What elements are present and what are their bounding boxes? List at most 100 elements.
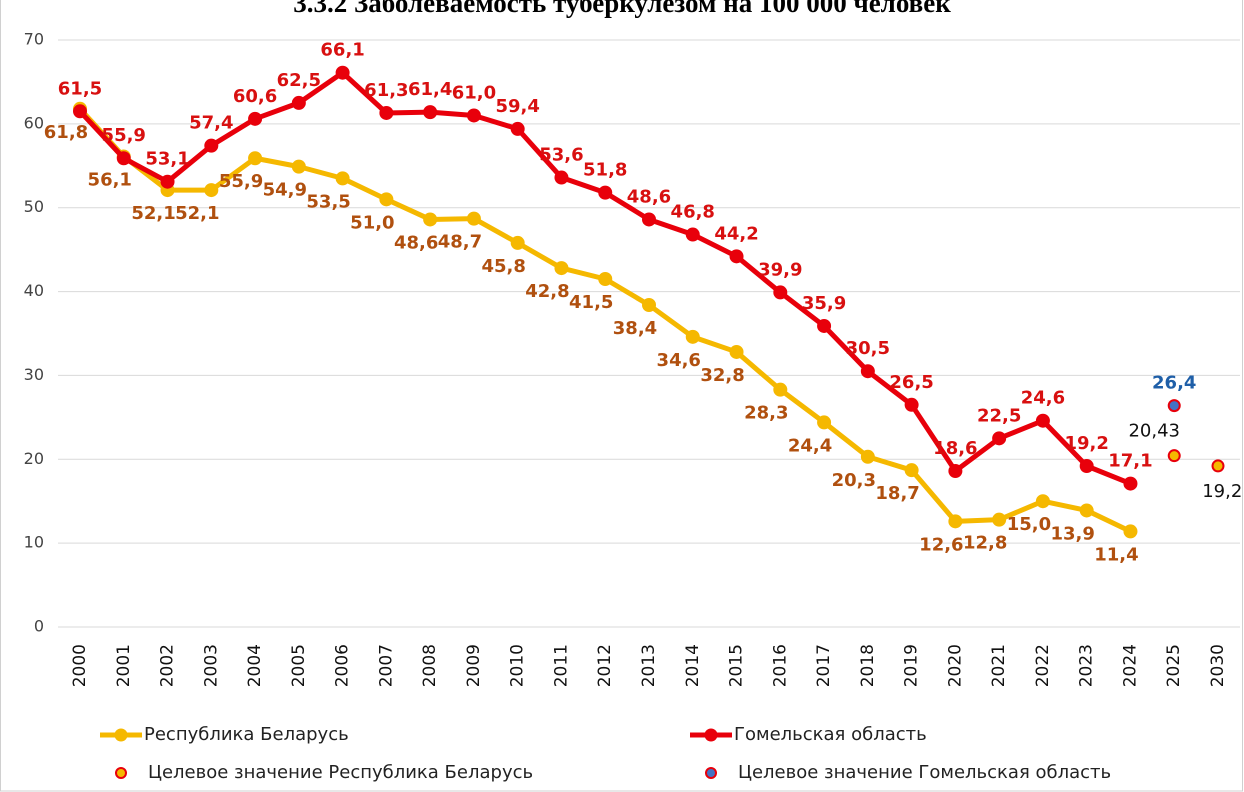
data-point <box>1079 503 1094 518</box>
data-point <box>379 192 394 207</box>
legend-label: Целевое значение Гомельская область <box>738 762 1111 783</box>
data-label: 52,1 <box>131 203 175 224</box>
data-label: 24,6 <box>1021 388 1065 409</box>
data-point <box>379 105 394 120</box>
x-tick-label: 2007 <box>376 644 396 687</box>
data-point <box>992 431 1007 446</box>
y-tick-label: 70 <box>24 30 44 49</box>
data-point <box>554 170 569 185</box>
data-point <box>1123 524 1138 539</box>
x-tick-label: 2024 <box>1120 644 1140 687</box>
data-point <box>291 159 306 174</box>
data-point <box>160 174 175 189</box>
data-label: 26,4 <box>1152 373 1196 394</box>
data-label: 61,3 <box>364 80 408 101</box>
data-label: 48,7 <box>438 232 482 253</box>
data-label: 61,8 <box>44 122 88 143</box>
data-label: 62,5 <box>277 70 321 91</box>
data-point <box>729 249 744 264</box>
data-point <box>510 121 525 136</box>
data-label: 59,4 <box>495 96 539 117</box>
data-label: 13,9 <box>1050 523 1094 544</box>
x-tick-label: 2016 <box>770 644 790 687</box>
data-label: 56,1 <box>88 170 132 191</box>
data-point <box>1167 399 1181 413</box>
data-point <box>204 183 219 198</box>
data-label: 39,9 <box>758 259 802 280</box>
data-label: 11,4 <box>1094 544 1138 565</box>
data-point <box>466 211 481 226</box>
data-label: 26,5 <box>889 372 933 393</box>
x-tick-label: 2009 <box>464 644 484 687</box>
x-tick-label: 2003 <box>201 644 221 687</box>
data-label: 18,7 <box>875 483 919 504</box>
legend-label: Целевое значение Республика Беларусь <box>148 762 533 783</box>
data-label: 51,0 <box>350 212 394 233</box>
data-label: 20,43 <box>1128 421 1180 442</box>
data-point <box>1211 459 1225 473</box>
x-tick-label: 2004 <box>245 644 265 687</box>
data-label: 55,9 <box>219 171 263 192</box>
data-point <box>1079 458 1094 473</box>
data-point <box>904 397 919 412</box>
data-point <box>685 329 700 344</box>
legend-marker <box>114 728 128 742</box>
data-label: 28,3 <box>744 403 788 424</box>
data-point <box>423 212 438 227</box>
legend-label: Гомельская область <box>734 724 927 745</box>
data-label: 48,6 <box>394 232 438 253</box>
data-label: 30,5 <box>846 338 890 359</box>
data-label: 45,8 <box>481 256 525 277</box>
x-tick-label: 2018 <box>858 644 878 687</box>
data-point <box>860 364 875 379</box>
data-label: 61,0 <box>452 82 496 103</box>
x-tick-label: 2013 <box>639 644 659 687</box>
data-point <box>817 415 832 430</box>
y-tick-label: 30 <box>24 365 44 384</box>
data-label: 18,6 <box>933 438 977 459</box>
data-point <box>510 235 525 250</box>
data-point <box>1167 449 1181 463</box>
x-tick-label: 2000 <box>70 644 90 687</box>
data-point <box>685 227 700 242</box>
y-tick-label: 20 <box>24 449 44 468</box>
data-label: 35,9 <box>802 293 846 314</box>
data-label: 41,5 <box>569 292 613 313</box>
data-label: 15,0 <box>1007 514 1051 535</box>
data-label: 32,8 <box>700 365 744 386</box>
data-label: 12,6 <box>919 534 963 555</box>
data-label: 42,8 <box>525 281 569 302</box>
x-tick-label: 2010 <box>508 644 528 687</box>
data-point <box>204 138 219 153</box>
data-point <box>598 271 613 286</box>
x-tick-label: 2006 <box>333 644 353 687</box>
y-tick-label: 40 <box>24 281 44 300</box>
data-label: 53,6 <box>539 145 583 166</box>
x-tick-label: 2014 <box>683 644 703 687</box>
x-tick-label: 2002 <box>158 644 178 687</box>
data-point <box>335 171 350 186</box>
data-label: 52,1 <box>175 203 219 224</box>
legend-marker <box>704 728 718 742</box>
data-point <box>642 212 656 227</box>
data-point <box>423 105 438 120</box>
data-label: 20,3 <box>832 470 876 491</box>
x-tick-label: 2020 <box>945 644 965 687</box>
x-tick-label: 2001 <box>114 644 134 687</box>
data-label: 46,8 <box>671 202 715 223</box>
data-label: 61,5 <box>58 78 102 99</box>
data-point <box>73 104 87 119</box>
data-point <box>860 449 875 464</box>
data-label: 54,9 <box>263 180 307 201</box>
data-label: 57,4 <box>189 113 233 134</box>
data-label: 24,4 <box>788 435 832 456</box>
x-tick-label: 2025 <box>1164 644 1184 687</box>
x-tick-label: 2017 <box>814 644 834 687</box>
data-label: 53,5 <box>306 191 350 212</box>
y-tick-label: 0 <box>34 617 44 636</box>
data-label: 66,1 <box>320 40 364 61</box>
data-label: 48,6 <box>627 186 671 207</box>
data-point <box>729 344 744 359</box>
